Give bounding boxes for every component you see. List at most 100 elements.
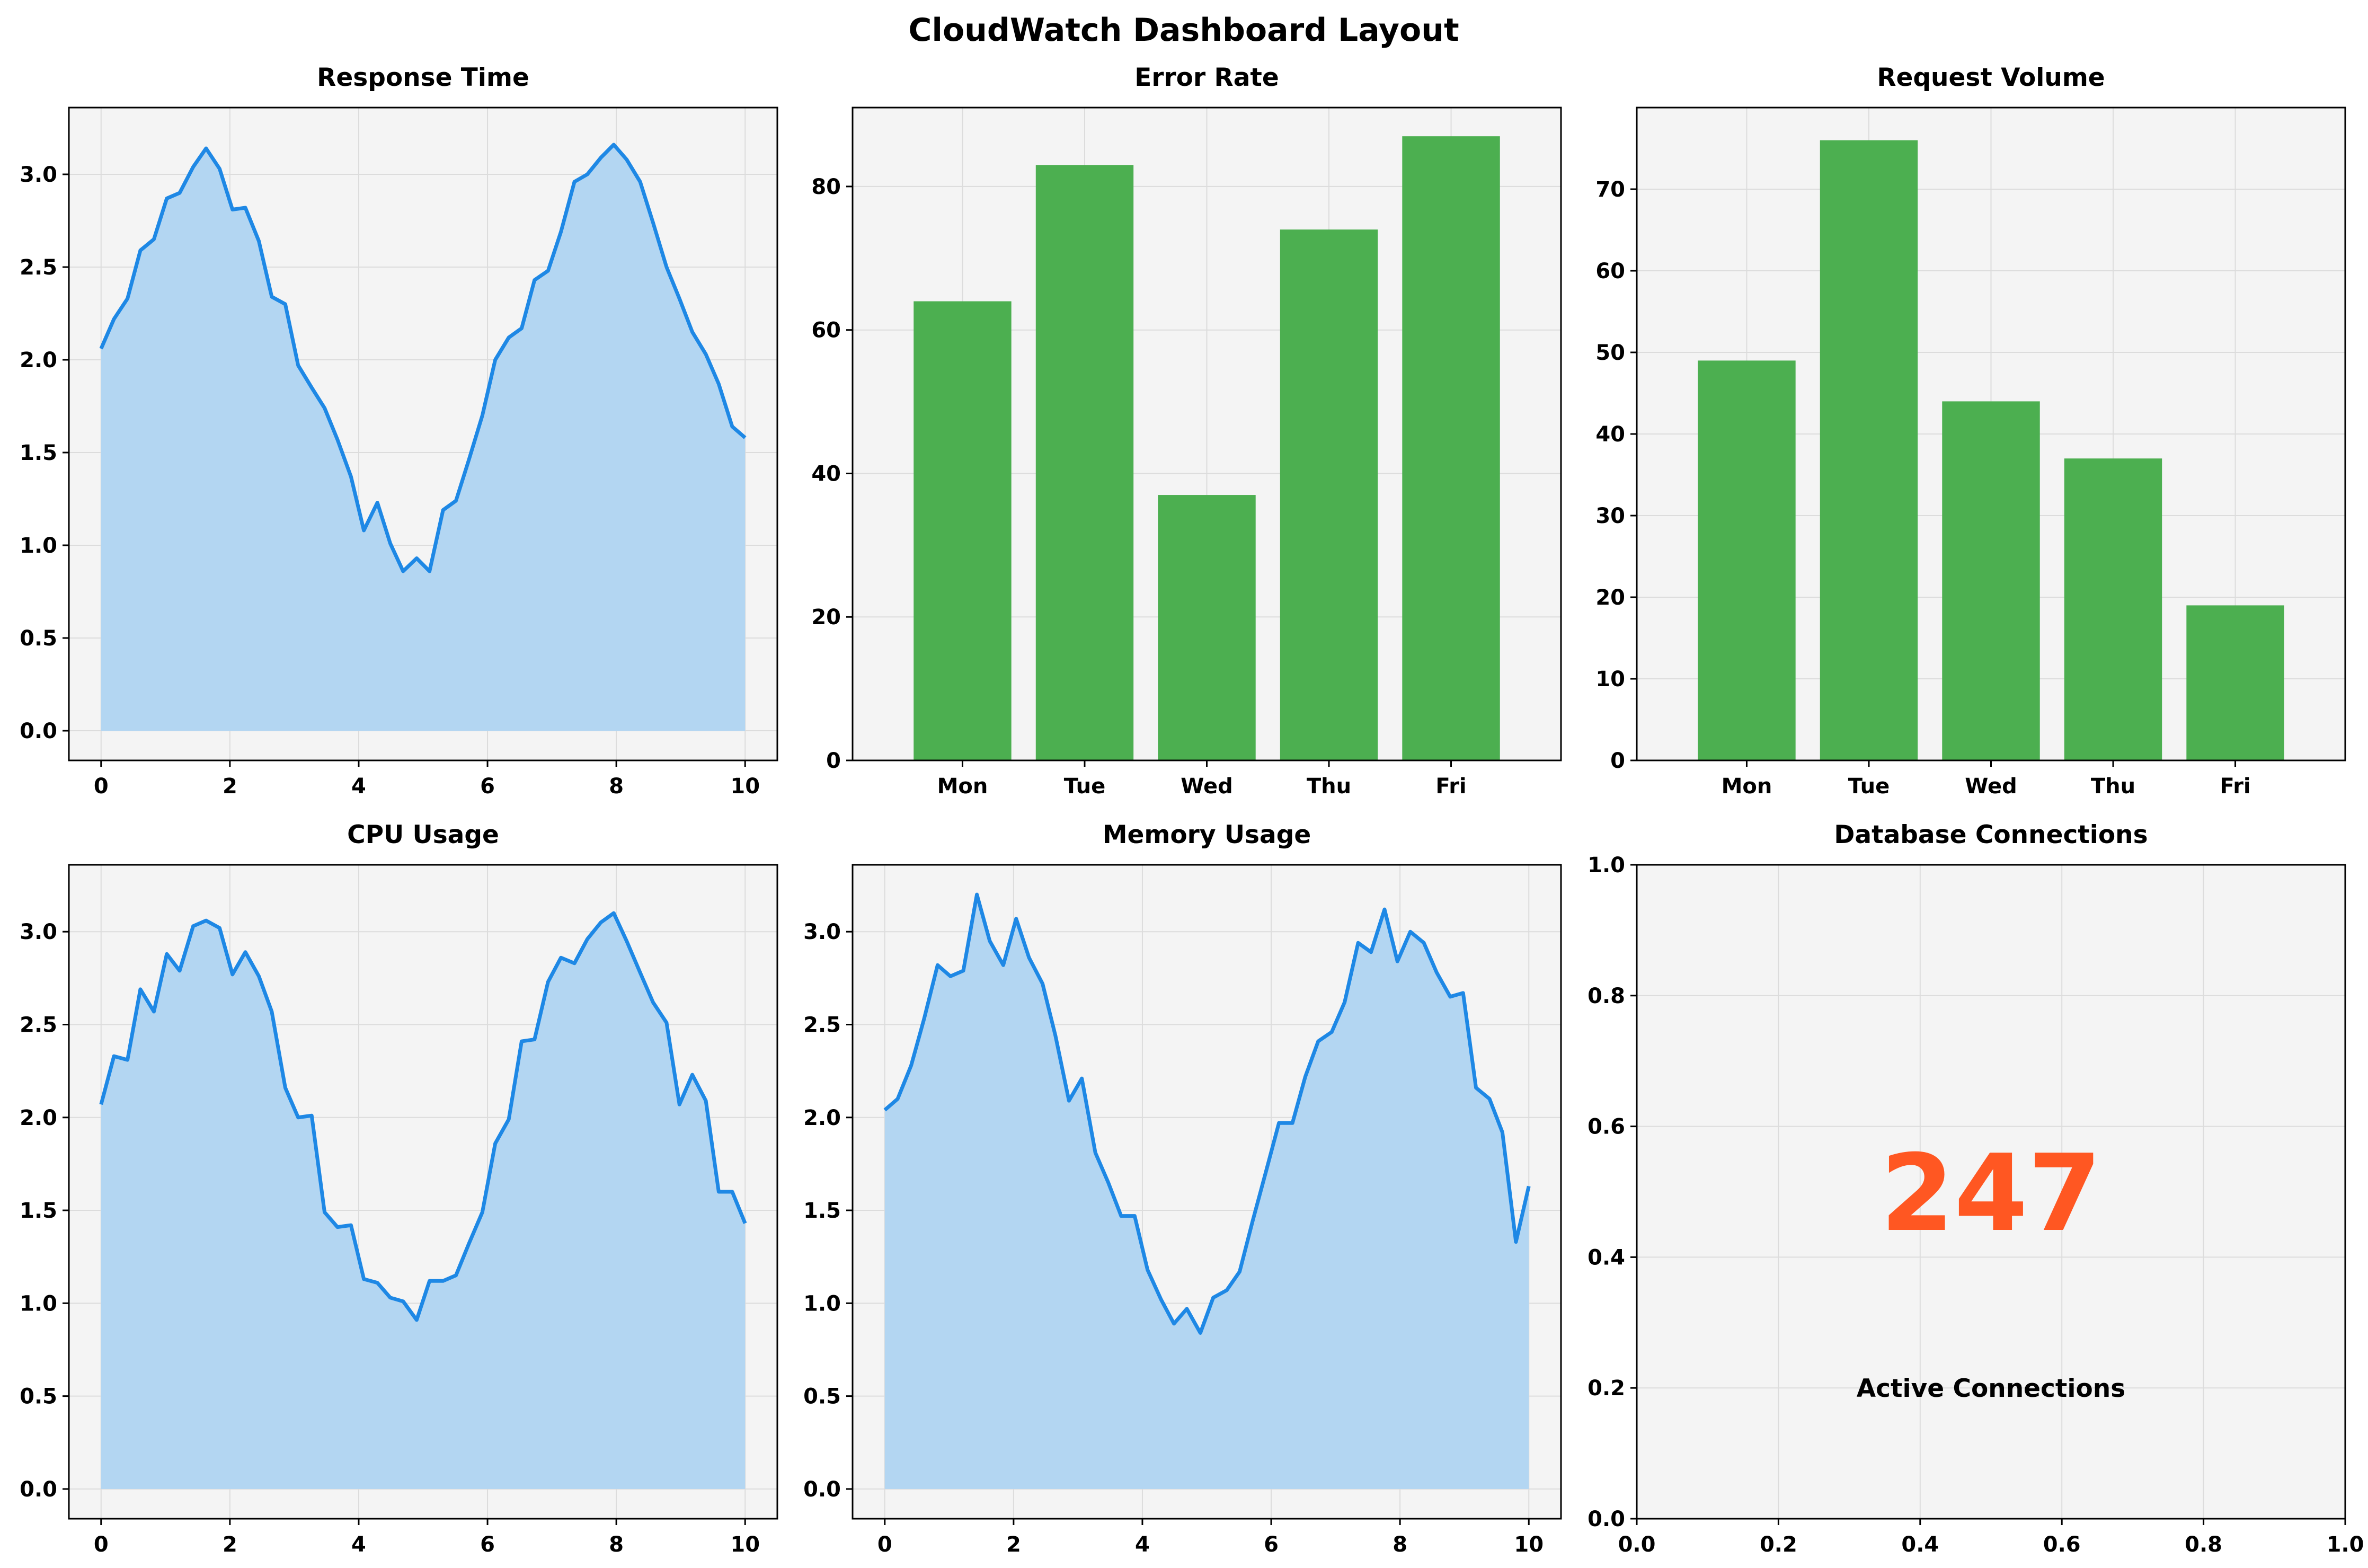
y-tick-label: 3.0 (20, 920, 57, 944)
x-tick-label: Mon (1722, 774, 1772, 799)
series-area-fill (101, 145, 746, 731)
y-tick-label: 1.5 (803, 1199, 841, 1223)
y-tick-label: 0.8 (1587, 984, 1625, 1008)
x-tick-label: 0.8 (2185, 1532, 2222, 1557)
series-line (883, 892, 1531, 1335)
x-tick-label: 2 (223, 1532, 237, 1557)
x-tick-label: 6 (480, 774, 495, 799)
axes-frame (68, 107, 778, 761)
y-tick-label: 10 (1595, 667, 1625, 692)
y-tick-label: 0.5 (20, 626, 57, 651)
x-tick-label: Fri (2220, 774, 2250, 799)
panel-title: Response Time (317, 63, 529, 92)
y-tick-label: 1.0 (20, 534, 57, 558)
x-tick-label: 2 (223, 774, 237, 799)
y-tick-label: 0.4 (1587, 1245, 1625, 1270)
x-tick-label: 0 (94, 774, 109, 799)
series-line (99, 143, 747, 573)
x-tick-label: Thu (1307, 774, 1351, 799)
bar-fri (2186, 605, 2284, 760)
y-tick-label: 0.0 (20, 719, 57, 743)
x-tick-label: 4 (1135, 1532, 1150, 1557)
x-tick-label: 6 (480, 1532, 495, 1557)
x-tick-label: Thu (2091, 774, 2135, 799)
bar-thu (2064, 458, 2162, 760)
y-tick-label: 0 (1610, 749, 1625, 773)
x-tick-label: 0.2 (1760, 1532, 1797, 1557)
x-tick-label: 0 (877, 1532, 892, 1557)
y-tick-label: 1.0 (1587, 853, 1625, 878)
axes-frame (852, 864, 1562, 1520)
panel-cpu-usage: 0.0 0.5 1.0 1.5 2.0 2.5 3.0 0 2 4 6 8 10 CPU Usage (20, 820, 778, 1557)
y-tick-label: 2.0 (20, 1106, 57, 1130)
x-tick-label: Wed (1965, 774, 2017, 799)
y-tick-label: 20 (1595, 586, 1625, 610)
x-tick-label: 2 (1006, 1532, 1021, 1557)
bar-fri (1402, 136, 1500, 761)
y-tick-label: 2.0 (20, 348, 57, 373)
y-tick-label: 0.0 (20, 1477, 57, 1502)
bar-mon (914, 301, 1012, 760)
axes-frame (68, 864, 778, 1520)
y-tick-label: 40 (1595, 422, 1625, 447)
y-tick-label: 1.5 (20, 1199, 57, 1223)
x-tick-label: 0.4 (1901, 1532, 1939, 1557)
x-tick-label: Tue (1064, 774, 1106, 799)
y-tick-label: 1.0 (20, 1291, 57, 1316)
bar-wed (1158, 495, 1256, 760)
y-tick-label: 1.5 (20, 441, 57, 465)
x-tick-label: 8 (1393, 1532, 1407, 1557)
x-tick-label: Tue (1848, 774, 1890, 799)
y-tick-label: 70 (1595, 178, 1625, 202)
y-tick-label: 60 (811, 318, 841, 343)
bar-wed (1942, 401, 2040, 760)
dashboard-title: CloudWatch Dashboard Layout (908, 12, 1459, 49)
plot-area (1637, 865, 2345, 1519)
y-tick-label: 50 (1595, 341, 1625, 365)
x-tick-label: 4 (351, 1532, 366, 1557)
series-area-fill (884, 894, 1529, 1489)
panel-title: CPU Usage (347, 820, 499, 849)
x-tick-label: Fri (1435, 774, 1466, 799)
x-tick-label: Wed (1181, 774, 1232, 799)
panel-title: Request Volume (1877, 63, 2105, 92)
x-tick-label: 0.6 (2043, 1532, 2081, 1557)
x-tick-label: 10 (730, 1532, 760, 1557)
axes-frame (852, 107, 1562, 761)
y-tick-label: 2.0 (803, 1106, 841, 1130)
y-tick-label: 30 (1595, 504, 1625, 528)
y-tick-label: 2.5 (20, 1013, 57, 1037)
y-tick-label: 60 (1595, 259, 1625, 284)
y-tick-label: 1.0 (803, 1291, 841, 1316)
y-tick-label: 0.6 (1587, 1115, 1625, 1139)
series-line (99, 911, 747, 1322)
x-tick-label: Mon (937, 774, 988, 799)
y-tick-label: 2.5 (803, 1013, 841, 1037)
y-tick-label: 0.5 (20, 1385, 57, 1409)
x-tick-label: 4 (351, 774, 366, 799)
gauge-label: Active Connections (1857, 1374, 2125, 1403)
x-tick-label: 10 (1514, 1532, 1544, 1557)
panel-database-connections: 0.0 0.2 0.4 0.6 0.8 1.0 0.0 0.2 0.4 0.6 0.8 1.0 247 A… (1587, 820, 2364, 1557)
y-tick-label: 0 (826, 749, 841, 773)
panel-error-rate: 0 20 40 60 80 Mon Tue Wed Thu Fri Error Rate (811, 63, 1562, 799)
series-area-fill (101, 913, 746, 1489)
bar-mon (1698, 360, 1796, 760)
x-tick-label: 0.0 (1618, 1532, 1656, 1557)
y-tick-label: 0.2 (1587, 1376, 1625, 1401)
panel-title: Database Connections (1834, 820, 2148, 849)
bar-tue (1820, 140, 1918, 761)
x-tick-label: 10 (730, 774, 760, 799)
panel-memory-usage: 0.0 0.5 1.0 1.5 2.0 2.5 3.0 0 2 4 6 8 10 Memory Usage (803, 820, 1562, 1557)
y-tick-label: 3.0 (20, 163, 57, 187)
panel-title: Error Rate (1134, 63, 1279, 92)
x-tick-label: 1.0 (2327, 1532, 2364, 1557)
axes-frame (1636, 864, 2346, 1520)
bar-thu (1280, 229, 1378, 761)
y-tick-label: 40 (811, 462, 841, 486)
y-tick-label: 3.0 (803, 920, 841, 944)
axes-frame (1636, 107, 2346, 761)
bar-tue (1035, 165, 1134, 761)
y-tick-label: 80 (811, 175, 841, 199)
y-tick-label: 2.5 (20, 255, 57, 280)
